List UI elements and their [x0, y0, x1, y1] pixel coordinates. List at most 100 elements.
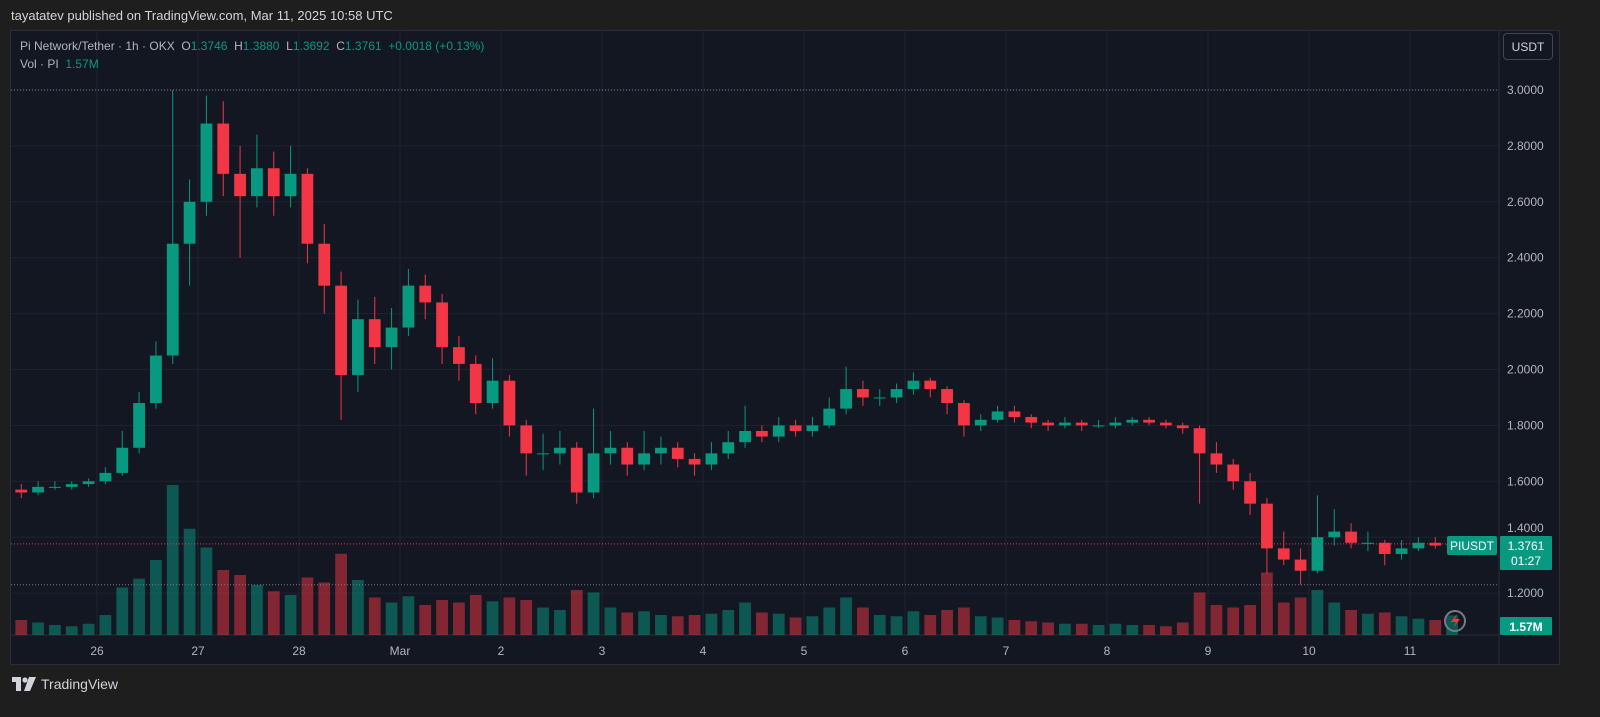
time-tick-label: 3 [599, 644, 606, 658]
volume-bar [890, 616, 903, 635]
volume-bar [284, 595, 297, 635]
time-tick-label: 10 [1302, 644, 1316, 658]
volume-bar [1059, 623, 1071, 635]
symbol-legend: Pi Network/Tether · 1h · OKX O1.3746 H1.… [20, 39, 484, 53]
candle-body [857, 389, 869, 398]
candle-body [1193, 428, 1206, 454]
candle-body [419, 285, 432, 303]
candle-body [638, 453, 650, 465]
candle-body [823, 408, 836, 426]
volume-bar [638, 611, 650, 635]
volume-bar [924, 615, 937, 635]
candle-body [840, 389, 852, 409]
time-tick-label: 2 [498, 644, 505, 658]
volume-bar [1429, 620, 1442, 635]
candle-body [200, 123, 213, 202]
volume-bar [1210, 605, 1223, 635]
price-tick-label: 3.0000 [1507, 83, 1544, 97]
volume-legend: Vol · PI 1.57M [20, 57, 99, 71]
candle-body [604, 447, 617, 454]
candle-body [890, 389, 903, 398]
candle-body [806, 425, 819, 431]
candle-body [436, 302, 448, 348]
time-tick-label: Mar [390, 644, 411, 658]
candle-body [1294, 559, 1307, 571]
volume-label-bg [1500, 617, 1552, 635]
candle-body [1362, 542, 1374, 544]
candle-body [318, 243, 331, 286]
volume-bar [537, 607, 549, 635]
candle-body [1126, 419, 1139, 423]
volume-bar [1244, 605, 1256, 635]
close-value: 1.3761 [344, 39, 382, 53]
volume-bar [621, 612, 634, 635]
candles [15, 90, 1458, 585]
volume-bar [958, 607, 970, 635]
candle-body [1261, 503, 1273, 549]
volume-bar [806, 616, 819, 635]
candle-body [1042, 422, 1054, 426]
candle-body [974, 419, 987, 426]
volume-bar [1160, 626, 1172, 635]
low-label: L [286, 39, 293, 53]
volume-bar [570, 590, 583, 635]
candle-body [1395, 548, 1408, 554]
ticker-label: PIUSDT [1450, 539, 1495, 553]
candle-body [1210, 453, 1223, 465]
volume-legend-value: 1.57M [65, 57, 99, 71]
volume-bar [941, 610, 953, 635]
candle-body [739, 430, 751, 443]
symbol-name[interactable]: Pi Network/Tether · 1h · OKX [20, 39, 175, 53]
chart-panel[interactable] [10, 30, 1560, 665]
volume-legend-label[interactable]: Vol · PI [20, 57, 59, 71]
candle-body [65, 484, 78, 487]
candle-body [1109, 422, 1122, 426]
publish-info: tayatatev published on TradingView.com, … [11, 8, 393, 23]
volume-bar [419, 605, 432, 635]
volume-bar [840, 597, 852, 635]
lightning-icon[interactable] [1444, 610, 1466, 632]
volume-bar [1277, 602, 1290, 635]
last-price-label: 1.3761 [1508, 539, 1545, 553]
candle-body [1075, 422, 1088, 426]
volume-bar [503, 597, 516, 635]
volume-bar [1075, 623, 1088, 635]
open-value: 1.3746 [190, 39, 228, 53]
price-tick-label: 1.8000 [1507, 418, 1544, 432]
volume-bar [200, 547, 213, 635]
candle-body [537, 453, 549, 455]
candle-body [671, 447, 684, 459]
volume-bar [82, 623, 95, 635]
high-value: 1.3880 [242, 39, 280, 53]
tradingview-logo[interactable]: TradingView [12, 676, 118, 692]
volume-bar [907, 611, 920, 635]
volume-bar [789, 617, 802, 635]
candle-body [301, 173, 314, 244]
currency-button[interactable]: USDT [1503, 33, 1553, 60]
candle-body [1227, 464, 1240, 482]
ticker-label-bg [1447, 536, 1497, 555]
time-tick-label: 27 [191, 644, 205, 658]
volume-bar [150, 560, 162, 635]
time-tick-label: 26 [90, 644, 104, 658]
candle-body [705, 453, 718, 465]
open-label: O [181, 39, 191, 53]
time-axis: 26 27 28 Mar 2 3 4 5 6 7 8 9 10 11 [90, 644, 1416, 658]
bar-countdown: 01:27 [1511, 554, 1541, 568]
volume-bar [1395, 616, 1408, 635]
volume-bar [756, 612, 768, 635]
volume-bar [1328, 602, 1341, 635]
candle-body [520, 425, 533, 454]
volume-bar [1176, 622, 1189, 635]
volume-bar [1092, 625, 1105, 635]
candle-body [116, 447, 129, 473]
volume-bar [772, 613, 785, 635]
time-tick-label: 9 [1205, 644, 1212, 658]
candle-body [368, 319, 381, 348]
candle-body [621, 447, 634, 465]
low-value: 1.3692 [292, 39, 330, 53]
volume-bar [1294, 597, 1307, 635]
candle-body [469, 363, 482, 404]
candle-body [722, 442, 735, 454]
